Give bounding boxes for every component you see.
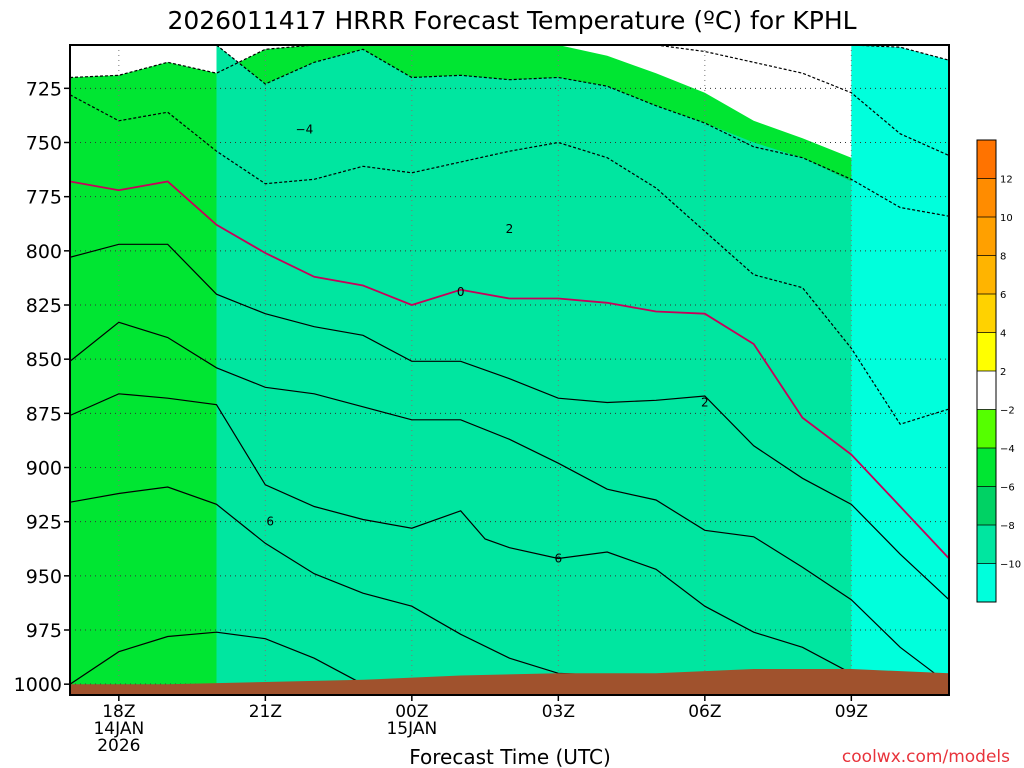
isoline-0: [70, 631, 364, 685]
isoline-3: [70, 321, 949, 685]
chart-title: 2026011417 HRRR Forecast Temperature (ºC…: [167, 6, 856, 35]
y-tick-label: 950: [26, 566, 62, 588]
x-tick-label: 06Z: [688, 702, 721, 722]
colorbar-swatch: [977, 525, 996, 564]
colorbar-label: 4: [1000, 329, 1006, 340]
colorbar-label: −2: [1000, 406, 1015, 417]
contour-label: 2: [506, 222, 514, 236]
x-tick-label: 15JAN: [386, 719, 437, 739]
colorbar-label: 6: [1000, 290, 1006, 301]
colorbar-swatch: [977, 409, 996, 449]
ground-fill: [70, 669, 949, 695]
x-tick-label: 2026: [97, 736, 140, 756]
y-tick-label: 900: [26, 458, 62, 480]
y-tick-label: 850: [26, 349, 62, 371]
isoline-6: [70, 94, 949, 425]
contour-label: 6: [555, 552, 563, 566]
y-tick-label: 975: [26, 620, 62, 642]
isoline-7: [70, 45, 315, 79]
contour-band-10: [216, 45, 949, 695]
colorbar-swatch: [977, 140, 996, 179]
contour-fills: [70, 45, 949, 695]
contour-label: 6: [266, 515, 274, 529]
x-tick-label: 03Z: [542, 702, 575, 722]
colorbar-label: −10: [1000, 560, 1021, 571]
grid-lines: [70, 45, 949, 695]
colorbar-label: 2: [1000, 367, 1006, 378]
colorbar-swatch: [977, 486, 996, 526]
credit-text: coolwx.com/models: [842, 747, 1010, 767]
colorbar-label: −8: [1000, 521, 1015, 532]
contour-label: −4: [296, 123, 314, 137]
isoline-4: [70, 243, 949, 601]
x-tick-label: 00Z: [395, 702, 428, 722]
colorbar-swatch: [977, 178, 996, 218]
isoline-2: [70, 393, 949, 687]
x-tick-label: 18Z: [102, 702, 135, 722]
y-tick-label: 725: [26, 78, 62, 100]
isoline-8: [216, 45, 949, 217]
contour-label: 0: [457, 285, 465, 299]
colorbar-swatch: [977, 217, 996, 256]
contour-label: 2: [701, 396, 709, 410]
isoline-5: [70, 180, 949, 560]
y-tick-label: 875: [26, 403, 62, 425]
y-tick-label: 1000: [14, 674, 62, 696]
y-tick-label: 925: [26, 512, 62, 534]
x-tick-label: 09Z: [835, 702, 868, 722]
colorbar-swatch: [977, 332, 996, 372]
y-tick-label: 825: [26, 295, 62, 317]
y-tick-label: 775: [26, 187, 62, 209]
ground-terrain: [70, 669, 949, 695]
colorbar-legend: 12 10 8 6 4 2 −2 −4 −6 −8 −10: [976, 139, 1021, 603]
colorbar-swatch: [977, 371, 996, 410]
plot-frame: [69, 44, 950, 696]
y-tick-label: 750: [26, 133, 62, 155]
x-axis-label: Forecast Time (UTC): [409, 745, 611, 768]
colorbar-label: 8: [1000, 252, 1006, 263]
colorbar-label: −6: [1000, 483, 1015, 494]
isoline-9: [655, 45, 949, 157]
x-tick-label: 14JAN: [93, 719, 144, 739]
colorbar-label: 10: [1000, 213, 1013, 224]
colorbar-label: −4: [1000, 444, 1015, 455]
x-tick-label: 21Z: [249, 702, 282, 722]
colorbar-swatch: [977, 448, 996, 487]
contour-lines: [70, 45, 949, 687]
colorbar-label: 12: [1000, 175, 1013, 186]
colorbar-swatch: [977, 255, 996, 295]
colorbar-swatch: [977, 563, 996, 603]
colorbar-swatch: [977, 294, 996, 333]
y-axis: 725 750 775 800 825 850 875 900 925 950 975 1000: [14, 78, 70, 696]
contour-labels: −4 2 0 2 6 6: [266, 123, 708, 566]
y-tick-label: 800: [26, 241, 62, 263]
